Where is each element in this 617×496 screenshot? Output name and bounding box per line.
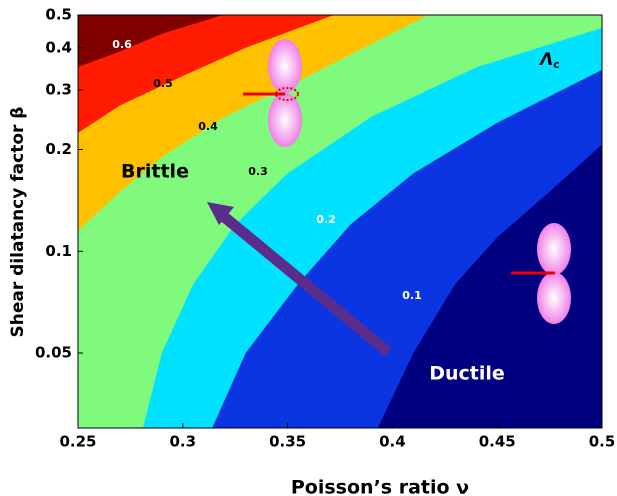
- x-tick-label: 0.25: [59, 433, 96, 451]
- lambda-symbol: Λ: [538, 50, 553, 70]
- contour-label: 0.4: [198, 120, 218, 133]
- x-tick-label: 0.45: [479, 433, 516, 451]
- ductile-label: Ductile: [429, 363, 505, 385]
- contour-label: 0.3: [248, 165, 268, 178]
- contour-label: 0.5: [153, 77, 173, 90]
- contour-label: 0.2: [316, 213, 336, 226]
- chart: Brittle Ductile Λc 0.1 0.2 0.3 0.4 0.5 0.6 Po…: [0, 0, 617, 496]
- y-tick-label: 0.1: [45, 242, 72, 260]
- lambda-sub: c: [553, 58, 560, 71]
- y-axis-label: Shear dilatancy factor β: [8, 107, 28, 338]
- x-tick-label: 0.4: [379, 433, 406, 451]
- brittle-label: Brittle: [121, 161, 189, 183]
- contour-label: 0.1: [402, 289, 422, 302]
- y-tick-label: 0.3: [45, 80, 72, 98]
- x-tick-label: 0.5: [589, 433, 616, 451]
- contour-label: 0.6: [112, 38, 132, 51]
- x-tick-label: 0.35: [269, 433, 306, 451]
- y-tick-label: 0.4: [45, 38, 72, 56]
- y-tick-label: 0.5: [45, 6, 72, 24]
- x-axis-label: Poisson’s ratio ν: [291, 477, 469, 496]
- y-tick-label: 0.2: [45, 140, 72, 158]
- y-tick-label: 0.05: [35, 344, 72, 362]
- x-tick-label: 0.3: [170, 433, 197, 451]
